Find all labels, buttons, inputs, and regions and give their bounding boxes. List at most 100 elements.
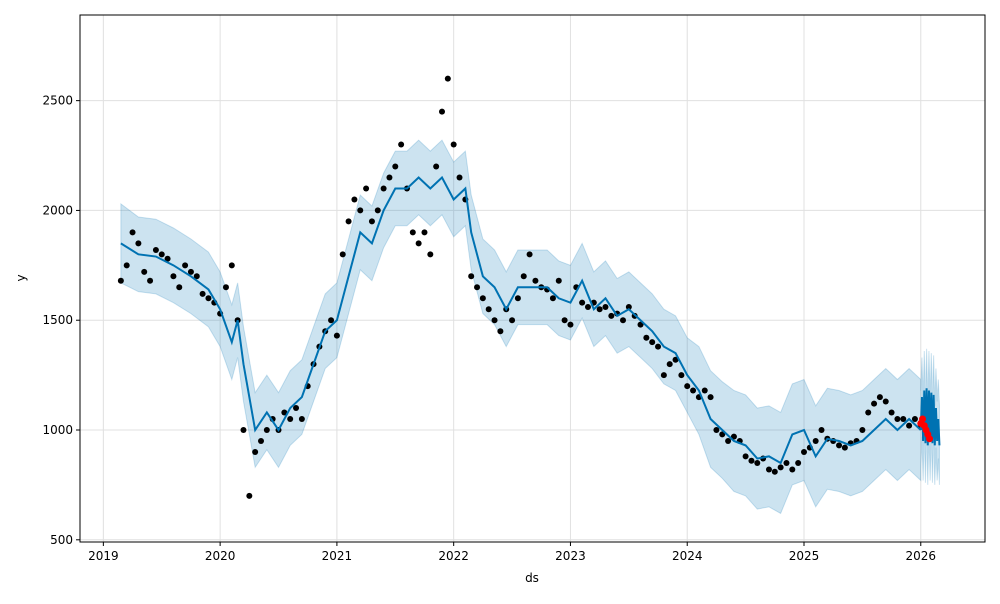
actual-point [894,416,901,423]
actual-point [678,372,685,379]
actual-point [298,416,305,423]
recent-actual-point [926,435,934,443]
actual-point [911,416,918,423]
actual-point [690,387,697,394]
actual-point [129,229,136,236]
actual-point [199,290,206,297]
actual-point [771,468,778,475]
actual-point [713,427,720,434]
actual-point [152,246,159,253]
actual-point [228,262,235,269]
actual-point [748,457,755,464]
actual-point [655,343,662,350]
actual-point [485,306,492,313]
actual-point [392,163,399,170]
actual-point [222,284,229,291]
actual-point [701,387,708,394]
actual-point [754,459,761,466]
x-tick-label: 2020 [205,549,236,563]
actual-point [141,268,148,275]
actual-point [579,299,586,306]
actual-point [351,196,358,203]
actual-point [439,108,445,115]
actual-point [789,466,796,473]
actual-point [374,207,381,214]
actual-point [164,255,171,262]
actual-point [637,321,644,328]
x-tick-label: 2026 [906,549,937,563]
actual-point [549,295,556,302]
actual-point [409,229,416,236]
actual-point [625,304,632,311]
y-tick-label: 500 [50,533,73,547]
actual-point [240,427,247,434]
actual-point [649,339,656,346]
actual-point [795,459,802,466]
actual-point [333,332,340,339]
actual-point [450,141,457,148]
x-tick-label: 2025 [789,549,820,563]
x-tick-label: 2024 [672,549,703,563]
actual-point [456,174,463,181]
actual-point [263,427,270,434]
actual-point [672,356,679,363]
actual-point [836,442,843,449]
yhat-fit-line [120,175,922,465]
actual-point [900,416,907,423]
actual-point [433,163,440,170]
y-axis-label: y [14,274,28,281]
actual-point [865,409,872,416]
actual-point [888,409,895,416]
actual-point [479,295,486,302]
recent-points [917,415,934,443]
x-tick-label: 2023 [555,549,586,563]
actual-point [182,262,189,269]
x-tick-label: 2021 [322,549,353,563]
actual-point [421,229,428,236]
actual-point [427,251,434,258]
actual-point [812,437,819,444]
actual-point [584,304,591,311]
uncertainty-band-area [120,139,940,515]
actual-point [287,416,294,423]
actual-point [742,453,749,460]
actual-point [561,317,568,324]
actual-point [497,328,504,335]
x-tick-label: 2022 [438,549,469,563]
actual-point [725,437,732,444]
actual-point [783,459,790,466]
actual-point [643,334,650,341]
actual-point [444,75,451,82]
actual-point [882,398,889,405]
x-axis: 2019 2020 2021 2022 2023 2024 2025 2026 [88,542,936,563]
actual-point [841,444,848,451]
recent-actual-point [919,415,927,423]
actual-point [176,284,183,291]
actual-point [474,284,481,291]
y-tick-label: 2500 [42,94,73,108]
actual-point [520,273,527,280]
actual-point [719,431,726,438]
actual-point [339,251,346,258]
actual-point [357,207,364,214]
actual-point [818,427,825,434]
actual-point [707,394,714,401]
y-tick-label: 2000 [42,203,73,217]
plot-background [80,15,985,542]
actual-point [906,422,913,429]
plot-frame [79,14,986,543]
actual-point [491,317,498,324]
actual-point [660,372,667,379]
actual-point [123,262,130,269]
actual-point [468,273,475,280]
actual-point [602,304,609,311]
actual-point [765,466,772,473]
actual-point [876,394,883,401]
actual-point [187,268,194,275]
actual-point [608,312,615,319]
actual-point [801,448,807,455]
x-tick-label: 2019 [88,549,119,563]
actual-point [526,251,533,258]
actual-point [328,317,335,324]
actual-point [345,218,352,225]
